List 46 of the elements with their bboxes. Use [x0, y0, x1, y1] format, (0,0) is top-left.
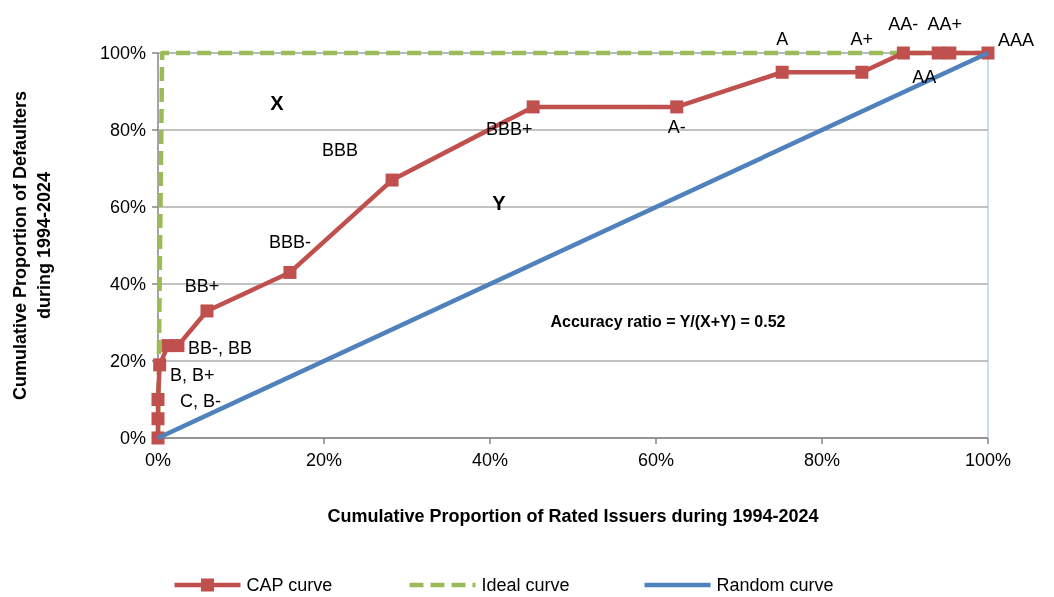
annotation: B, B+ — [170, 365, 215, 386]
point — [151, 393, 165, 406]
x-tick-label: 80% — [803, 450, 841, 470]
y-tick-label: 40% — [109, 274, 146, 295]
point — [153, 358, 167, 372]
point — [775, 65, 789, 79]
annotation: AA- — [888, 14, 919, 35]
x-tick-label: 40% — [471, 450, 509, 470]
y-axis-title: Cumulative Proportion of Defaulters during 1994-2024 — [10, 90, 54, 401]
annotation: Accuracy ratio = Y/(X+Y) = 0.52 — [550, 313, 786, 330]
y-tick-label: 60% — [109, 197, 146, 218]
point — [855, 65, 869, 79]
point — [896, 46, 910, 60]
legend-label: Ideal curve — [481, 575, 570, 596]
annotation: AAA — [998, 30, 1035, 51]
x-tick-label: 100% — [964, 450, 1012, 470]
y-tick-label: 0% — [119, 428, 146, 449]
point — [200, 304, 214, 318]
annotation: X — [270, 92, 285, 114]
annotation: A- — [667, 117, 686, 138]
legend-label: CAP curve — [246, 575, 333, 596]
annotation: C, B- — [180, 390, 222, 411]
annotation: BBB — [322, 140, 359, 161]
annotation: AA+ — [927, 14, 963, 35]
point — [670, 100, 684, 114]
annotation: A — [776, 28, 789, 49]
point — [943, 46, 957, 60]
x-tick-label: 60% — [637, 450, 675, 470]
y-tick-label: 20% — [109, 351, 146, 372]
annotation: BB-, BB — [187, 337, 252, 358]
annotation: BB+ — [184, 276, 220, 297]
point — [171, 339, 185, 353]
point — [526, 100, 540, 114]
y-tick-label: 100% — [99, 43, 146, 64]
x-tick-label: 20% — [305, 450, 343, 470]
annotation: BBB- — [268, 231, 311, 252]
y-tick-label: 80% — [109, 120, 146, 141]
annotation: BBB+ — [485, 119, 533, 140]
point — [283, 265, 297, 279]
annotation: A+ — [850, 28, 874, 49]
x-tick-label: 0% — [144, 450, 172, 470]
annotation: Y — [492, 192, 507, 214]
x-axis-title: Cumulative Proportion of Rated Issuers during 1994-2024 — [327, 506, 819, 526]
point — [151, 412, 165, 426]
point — [385, 173, 399, 187]
legend-label: Random curve — [716, 575, 834, 596]
